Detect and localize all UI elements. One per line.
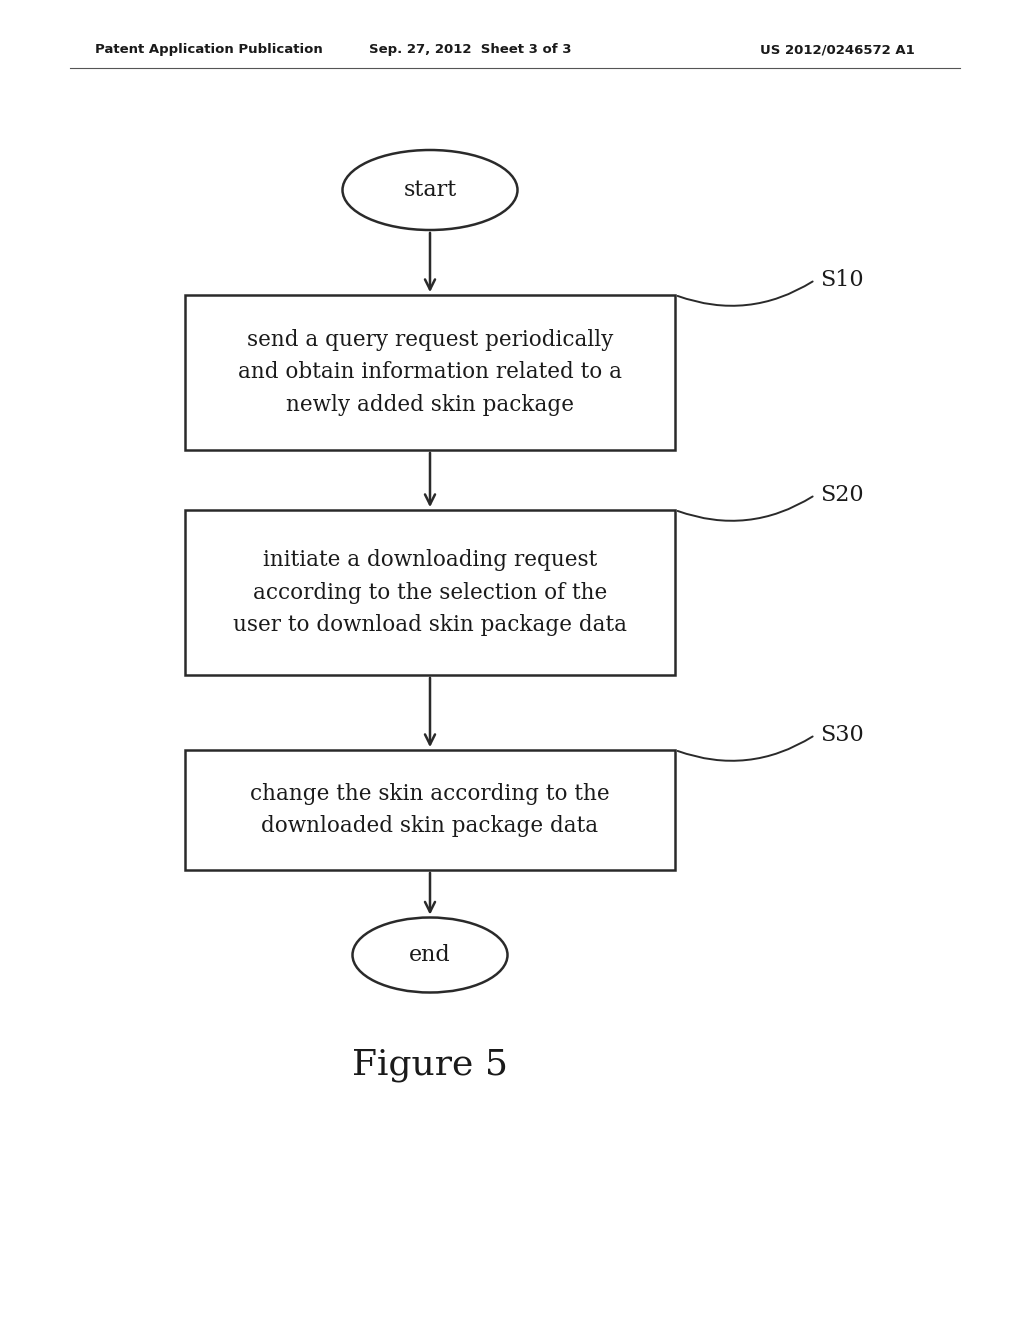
Text: send a query request periodically
and obtain information related to a
newly adde: send a query request periodically and ob… xyxy=(238,329,622,416)
Text: S20: S20 xyxy=(820,484,863,506)
Ellipse shape xyxy=(342,150,517,230)
Text: S10: S10 xyxy=(820,269,863,290)
Text: S30: S30 xyxy=(820,723,864,746)
Ellipse shape xyxy=(352,917,508,993)
Text: initiate a downloading request
according to the selection of the
user to downloa: initiate a downloading request according… xyxy=(233,549,627,636)
Text: start: start xyxy=(403,180,457,201)
Text: end: end xyxy=(410,944,451,966)
Text: Sep. 27, 2012  Sheet 3 of 3: Sep. 27, 2012 Sheet 3 of 3 xyxy=(369,44,571,57)
Bar xyxy=(185,750,675,870)
Text: Patent Application Publication: Patent Application Publication xyxy=(95,44,323,57)
Bar xyxy=(185,510,675,675)
Text: change the skin according to the
downloaded skin package data: change the skin according to the downloa… xyxy=(250,783,610,837)
Text: Figure 5: Figure 5 xyxy=(352,1048,508,1082)
Text: US 2012/0246572 A1: US 2012/0246572 A1 xyxy=(760,44,914,57)
Bar xyxy=(185,294,675,450)
